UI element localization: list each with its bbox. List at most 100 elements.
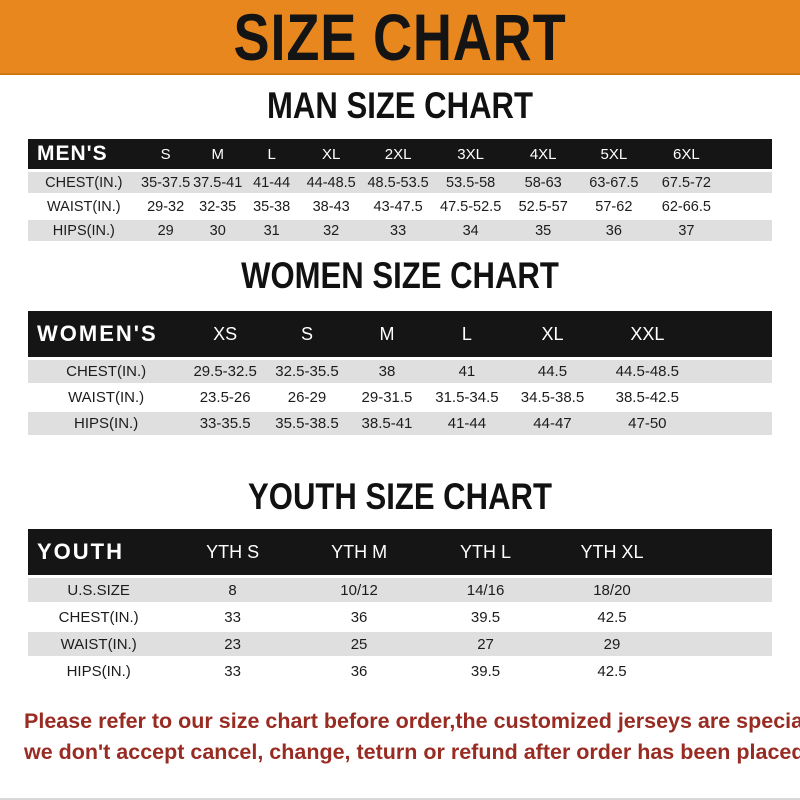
size-value: 37.5-41 <box>191 169 244 193</box>
size-value: 36 <box>295 602 423 629</box>
row-label: U.S.SIZE <box>28 575 170 602</box>
spacer-cell <box>675 629 772 656</box>
size-column-header: XL <box>299 139 363 169</box>
size-value: 44-47 <box>507 409 598 435</box>
size-value: 38 <box>347 357 427 383</box>
footer-line-2: we don't accept cancel, change, teturn o… <box>24 740 800 764</box>
size-value: 53.5-58 <box>433 169 508 193</box>
measurement-row: WAIST(IN.) 23 25 27 29 <box>28 629 772 656</box>
size-value: 38.5-42.5 <box>597 383 698 409</box>
size-value: 33 <box>169 656 296 683</box>
row-label: WAIST(IN.) <box>28 193 140 217</box>
size-value: 25 <box>295 629 423 656</box>
size-value: 35 <box>507 217 579 241</box>
table-header-row: YOUTH YTH S YTH M YTH L YTH XL <box>28 529 772 575</box>
table-header-row: WOMEN'S XS S M L XL XXL <box>28 311 772 357</box>
measurement-row: CHEST(IN.) 33 36 39.5 42.5 <box>28 602 772 629</box>
youth-size-table: YOUTH YTH S YTH M YTH L YTH XL U.S.SIZE 8 10/12… <box>28 529 772 683</box>
footer-note: Please refer to our size chart before or… <box>24 706 800 768</box>
size-value: 8 <box>169 575 296 602</box>
size-value: 27 <box>422 629 549 656</box>
size-column-header: L <box>243 139 300 169</box>
size-value: 29-32 <box>139 193 192 217</box>
row-label: HIPS(IN.) <box>28 217 140 241</box>
size-value: 29 <box>139 217 192 241</box>
spacer-cell <box>723 217 772 241</box>
section-youth: YOUTH SIZE CHART YOUTH YTH S YTH M YTH L YTH… <box>0 477 800 683</box>
size-value: 18/20 <box>548 575 676 602</box>
size-column-header: XL <box>507 311 598 357</box>
size-value: 41 <box>426 357 508 383</box>
size-value: 67.5-72 <box>649 169 724 193</box>
size-column-header: 5XL <box>578 139 650 169</box>
size-value: 39.5 <box>422 656 549 683</box>
size-value: 34 <box>433 217 508 241</box>
size-value: 35-38 <box>243 193 300 217</box>
section-women: WOMEN SIZE CHART WOMEN'S XS S M L XL XXL CHEST(… <box>0 256 800 435</box>
size-value: 42.5 <box>548 602 676 629</box>
measurement-row: CHEST(IN.) 35-37.5 37.5-41 41-44 44-48.5 48.5… <box>28 169 772 193</box>
size-column-header: S <box>139 139 192 169</box>
spacer-cell <box>697 409 772 435</box>
measurement-row: HIPS(IN.) 33-35.5 35.5-38.5 38.5-41 41-44 44-… <box>28 409 772 435</box>
measurement-row: WAIST(IN.) 23.5-26 26-29 29-31.5 31.5-34.5 34… <box>28 383 772 409</box>
spacer-cell <box>675 602 772 629</box>
size-column-header: M <box>191 139 244 169</box>
size-value: 57-62 <box>578 193 650 217</box>
size-value: 38.5-41 <box>347 409 427 435</box>
size-column-header: YTH S <box>169 529 296 575</box>
spacer-cell <box>675 656 772 683</box>
table-title-cell: YOUTH <box>28 529 170 575</box>
footer-line-1: Please refer to our size chart before or… <box>24 709 800 733</box>
size-value: 58-63 <box>507 169 579 193</box>
banner: SIZE CHART <box>0 0 800 75</box>
size-value: 39.5 <box>422 602 549 629</box>
table-title-cell: WOMEN'S <box>28 311 185 357</box>
size-value: 29 <box>548 629 676 656</box>
size-value: 31.5-34.5 <box>426 383 508 409</box>
measurement-row: HIPS(IN.) 33 36 39.5 42.5 <box>28 656 772 683</box>
row-label: WAIST(IN.) <box>28 629 170 656</box>
measurement-row: WAIST(IN.) 29-32 32-35 35-38 38-43 43-47.5 47.… <box>28 193 772 217</box>
size-value: 33-35.5 <box>184 409 267 435</box>
spacer-cell <box>697 311 772 357</box>
row-label: CHEST(IN.) <box>28 602 170 629</box>
size-value: 37 <box>649 217 724 241</box>
size-column-header: 2XL <box>362 139 434 169</box>
size-value: 42.5 <box>548 656 676 683</box>
row-label: WAIST(IN.) <box>28 383 185 409</box>
men-size-table: MEN'S S M L XL 2XL 3XL 4XL 5XL 6XL CHEST(IN.) 35-37… <box>28 139 772 241</box>
size-value: 32 <box>299 217 363 241</box>
measurement-row: CHEST(IN.) 29.5-32.5 32.5-35.5 38 41 44.5 44.5… <box>28 357 772 383</box>
spacer-cell <box>723 193 772 217</box>
size-value: 29-31.5 <box>347 383 427 409</box>
size-value: 34.5-38.5 <box>507 383 598 409</box>
size-column-header: 3XL <box>433 139 508 169</box>
size-column-header: YTH XL <box>548 529 676 575</box>
size-value: 33 <box>169 602 296 629</box>
size-value: 44.5 <box>507 357 598 383</box>
size-value: 48.5-53.5 <box>362 169 434 193</box>
banner-title: SIZE CHART <box>233 0 567 74</box>
spacer-cell <box>675 575 772 602</box>
spacer-cell <box>697 383 772 409</box>
table-header-row: MEN'S S M L XL 2XL 3XL 4XL 5XL 6XL <box>28 139 772 169</box>
size-value: 47.5-52.5 <box>433 193 508 217</box>
size-value: 32-35 <box>191 193 244 217</box>
measurement-row: HIPS(IN.) 29 30 31 32 33 34 35 36 37 <box>28 217 772 241</box>
spacer-cell <box>723 139 772 169</box>
size-value: 10/12 <box>295 575 423 602</box>
size-column-header: YTH L <box>422 529 549 575</box>
size-value: 35-37.5 <box>139 169 192 193</box>
size-value: 47-50 <box>597 409 698 435</box>
size-value: 38-43 <box>299 193 363 217</box>
size-column-header: M <box>347 311 427 357</box>
size-value: 32.5-35.5 <box>266 357 348 383</box>
size-value: 41-44 <box>426 409 508 435</box>
size-column-header: XXL <box>597 311 698 357</box>
size-column-header: 4XL <box>507 139 579 169</box>
spacer-cell <box>697 357 772 383</box>
spacer-cell <box>675 529 772 575</box>
size-column-header: YTH M <box>295 529 423 575</box>
